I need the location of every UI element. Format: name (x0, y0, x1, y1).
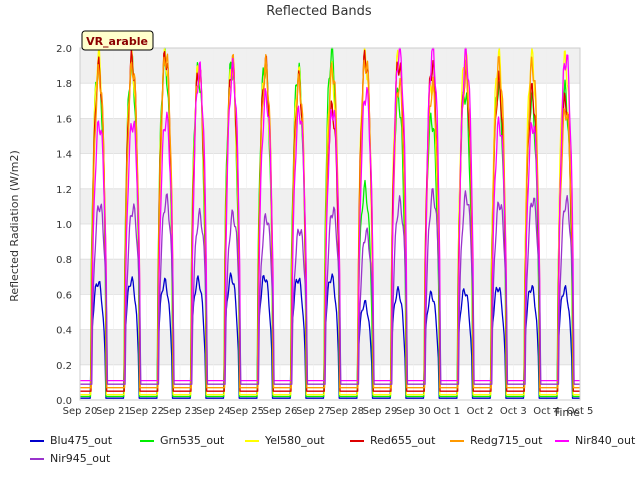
y-tick-label: 0.8 (56, 255, 72, 266)
legend-swatch (30, 457, 44, 460)
legend-swatch (350, 439, 364, 442)
legend-item: Redg715_out (450, 434, 542, 447)
legend-label: Grn535_out (160, 434, 225, 447)
legend-label: Blu475_out (50, 434, 113, 447)
x-tick-label: Oct 2 (467, 406, 494, 417)
y-tick-label: 0.6 (56, 290, 72, 301)
legend-label: Redg715_out (470, 434, 543, 447)
series-line (80, 53, 580, 389)
legend-item: Yel580_out (245, 434, 325, 447)
y-tick-label: 1.4 (56, 150, 72, 161)
x-tick-label: Sep 20 (63, 406, 98, 417)
legend-item: Nir945_out (30, 452, 110, 465)
series-line (80, 272, 580, 399)
x-tick-label: Sep 26 (263, 406, 298, 417)
legend-label: Nir840_out (575, 434, 636, 447)
y-tick-label: 0.2 (56, 361, 72, 372)
x-tick-label: Sep 25 (229, 406, 264, 417)
x-tick-label: Sep 28 (329, 406, 364, 417)
legend-label: Nir945_out (50, 452, 111, 465)
x-tick-label: Oct 3 (500, 406, 527, 417)
x-axis-label: Time (552, 406, 580, 419)
series-line (80, 47, 580, 382)
y-tick-label: 1.0 (56, 220, 72, 231)
legend-item: Blu475_out (30, 434, 112, 447)
legend-swatch (140, 439, 154, 442)
plot-band (80, 329, 580, 365)
x-tick-label: Sep 30 (396, 406, 431, 417)
x-tick-label: Oct 5 (567, 406, 594, 417)
legend-item: Grn535_out (140, 434, 224, 447)
y-tick-label: 0.0 (56, 396, 72, 407)
y-tick-label: 1.8 (56, 79, 72, 90)
x-tick-label: Sep 22 (129, 406, 164, 417)
y-axis-label: Reflected Radiation (W/m2) (8, 150, 21, 302)
y-tick-label: 1.6 (56, 114, 72, 125)
legend-swatch (30, 439, 44, 442)
series-layer (80, 47, 580, 399)
x-tick-label: Sep 24 (196, 406, 231, 417)
x-tick-label: Oct 4 (533, 406, 560, 417)
x-tick-label: Sep 27 (296, 406, 331, 417)
annotation-badge: VR_arable (81, 30, 154, 51)
legend-label: Red655_out (370, 434, 436, 447)
legend-item: Nir840_out (555, 434, 635, 447)
y-axis: 0.0 0.2 0.4 0.6 0.8 1.0 1.2 1.4 1.6 1.8 2.0 (56, 44, 72, 407)
series-Nir945_out (80, 188, 580, 385)
series-Nir840_out (80, 47, 580, 382)
legend-swatch (555, 439, 569, 442)
x-tick-label: Sep 21 (96, 406, 131, 417)
chart-title: Reflected Bands (266, 4, 372, 19)
series-line (80, 188, 580, 385)
y-tick-label: 1.2 (56, 185, 72, 196)
x-tick-label: Sep 23 (163, 406, 198, 417)
annotation-text: VR_arable (86, 35, 148, 48)
plot-frame (79, 47, 581, 401)
legend-swatch (245, 439, 259, 442)
series-Redg715_out (80, 53, 580, 389)
legend-item: Red655_out (350, 434, 435, 447)
x-tick-label: Sep 29 (363, 406, 398, 417)
legend-label: Yel580_out (265, 434, 325, 447)
y-tick-label: 2.0 (56, 44, 72, 55)
y-tick-label: 0.4 (56, 326, 72, 337)
legend-swatch (450, 439, 464, 442)
x-tick-label: Oct 1 (433, 406, 460, 417)
series-Blu475_out (80, 272, 580, 399)
